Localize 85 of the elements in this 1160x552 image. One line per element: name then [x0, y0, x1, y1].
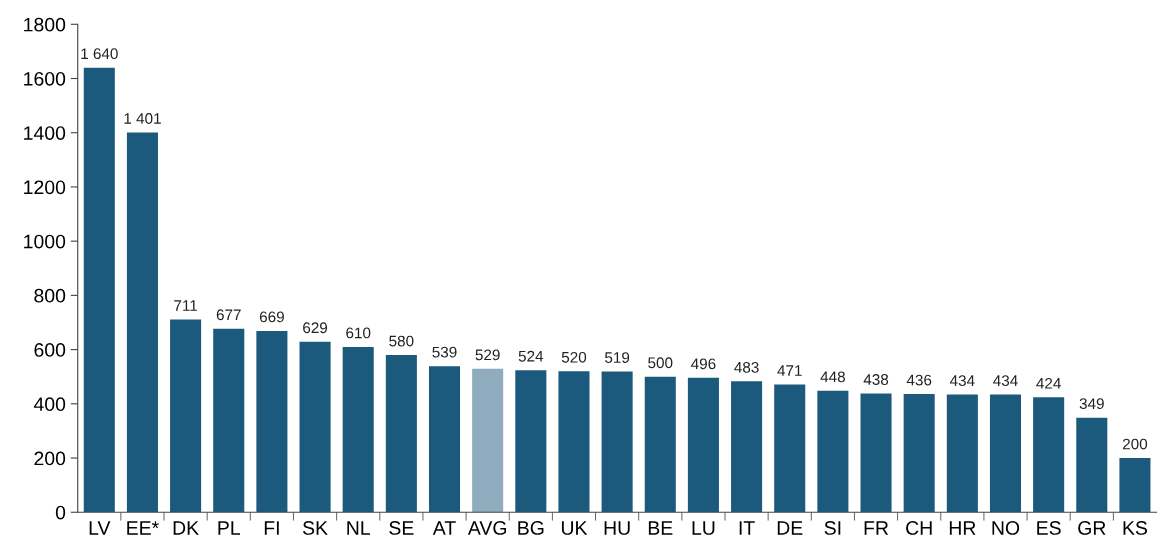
- bar: [558, 371, 590, 513]
- x-tick-label: BE: [648, 521, 673, 535]
- x-tick-label: PL: [218, 521, 240, 535]
- data-label: 629: [303, 322, 328, 334]
- bar: [946, 394, 978, 513]
- x-tick-label: FR: [864, 521, 889, 535]
- x-tick-label: BG: [518, 521, 544, 535]
- data-label: 524: [518, 350, 544, 362]
- x-tick-label: UK: [561, 521, 588, 535]
- data-label: 349: [1079, 398, 1104, 410]
- bar: [428, 366, 461, 513]
- bar: [687, 377, 719, 513]
- x-tick-label: SE: [389, 521, 414, 535]
- bar: [170, 319, 202, 513]
- data-label: 529: [475, 349, 500, 361]
- data-label: 434: [949, 375, 975, 387]
- bar: [601, 371, 633, 513]
- y-tick-label: 1600: [24, 71, 66, 86]
- x-tick-label: GR: [1078, 521, 1106, 535]
- x-tick-label: NL: [347, 521, 370, 535]
- y-tick-label: 1000: [24, 234, 66, 249]
- bar: [299, 341, 331, 513]
- data-label: 519: [604, 352, 630, 363]
- x-tick-label: ES: [1037, 521, 1061, 535]
- bar: [342, 346, 374, 513]
- x-tick-label: HR: [949, 521, 976, 535]
- bar: [989, 394, 1022, 513]
- x-tick-label: DE: [777, 521, 803, 535]
- data-label: 438: [863, 374, 889, 385]
- y-tick-label: 1200: [24, 180, 66, 195]
- bar: [1033, 397, 1065, 513]
- data-label: 610: [346, 327, 371, 339]
- data-label: 1 401: [124, 113, 161, 124]
- x-tick-label: LV: [89, 521, 111, 535]
- y-tick-label: 1400: [24, 126, 66, 140]
- bar: [256, 330, 288, 513]
- bar: [774, 384, 806, 513]
- bar: [817, 390, 849, 513]
- x-tick-label: CH: [906, 521, 932, 535]
- bar: [860, 393, 892, 513]
- bar: [385, 355, 417, 513]
- x-tick-label: AVG: [467, 521, 507, 535]
- x-tick-label: KS: [1123, 521, 1148, 535]
- data-label: 580: [389, 335, 414, 347]
- y-tick-label: 200: [34, 451, 66, 466]
- data-label: 448: [820, 371, 845, 383]
- y-tick-label: 0: [55, 505, 66, 520]
- bar: [1076, 417, 1108, 513]
- x-tick-label: HU: [604, 521, 630, 535]
- bar: [903, 394, 935, 513]
- x-tick-label: FI: [264, 521, 279, 535]
- y-tick-label: 1800: [24, 17, 66, 32]
- bar: [472, 368, 504, 513]
- data-label: 520: [561, 351, 587, 363]
- x-tick-label: LU: [692, 521, 715, 535]
- bar: [515, 370, 547, 513]
- bar: [213, 328, 245, 513]
- x-tick-label: NO: [992, 521, 1020, 535]
- bar: [1119, 458, 1151, 513]
- x-tick-label: AT: [432, 521, 456, 535]
- data-label: 539: [432, 346, 457, 358]
- data-label: 677: [216, 309, 241, 321]
- bar: [644, 376, 676, 513]
- data-label: 496: [691, 358, 716, 370]
- x-tick-label: SK: [302, 521, 328, 535]
- data-label: 669: [259, 311, 284, 323]
- bar: [126, 132, 158, 513]
- data-label: 471: [777, 365, 802, 376]
- bar: [83, 67, 115, 513]
- data-label: 1 640: [81, 48, 118, 60]
- x-tick-label: DK: [173, 521, 199, 535]
- bar: [731, 381, 763, 513]
- data-label: 434: [993, 375, 1018, 387]
- x-tick-label: IT: [739, 521, 755, 535]
- data-label: 711: [174, 300, 198, 311]
- y-tick-label: 400: [33, 397, 66, 412]
- y-tick-label: 800: [34, 288, 66, 303]
- data-label: 436: [906, 374, 932, 386]
- y-tick-label: 600: [34, 343, 66, 357]
- data-label: 483: [734, 361, 759, 373]
- x-tick-label: SI: [824, 521, 841, 535]
- data-label: 500: [648, 357, 673, 369]
- x-tick-label: EE*: [127, 521, 159, 535]
- data-label: 424: [1036, 377, 1061, 389]
- data-label: 200: [1122, 438, 1148, 450]
